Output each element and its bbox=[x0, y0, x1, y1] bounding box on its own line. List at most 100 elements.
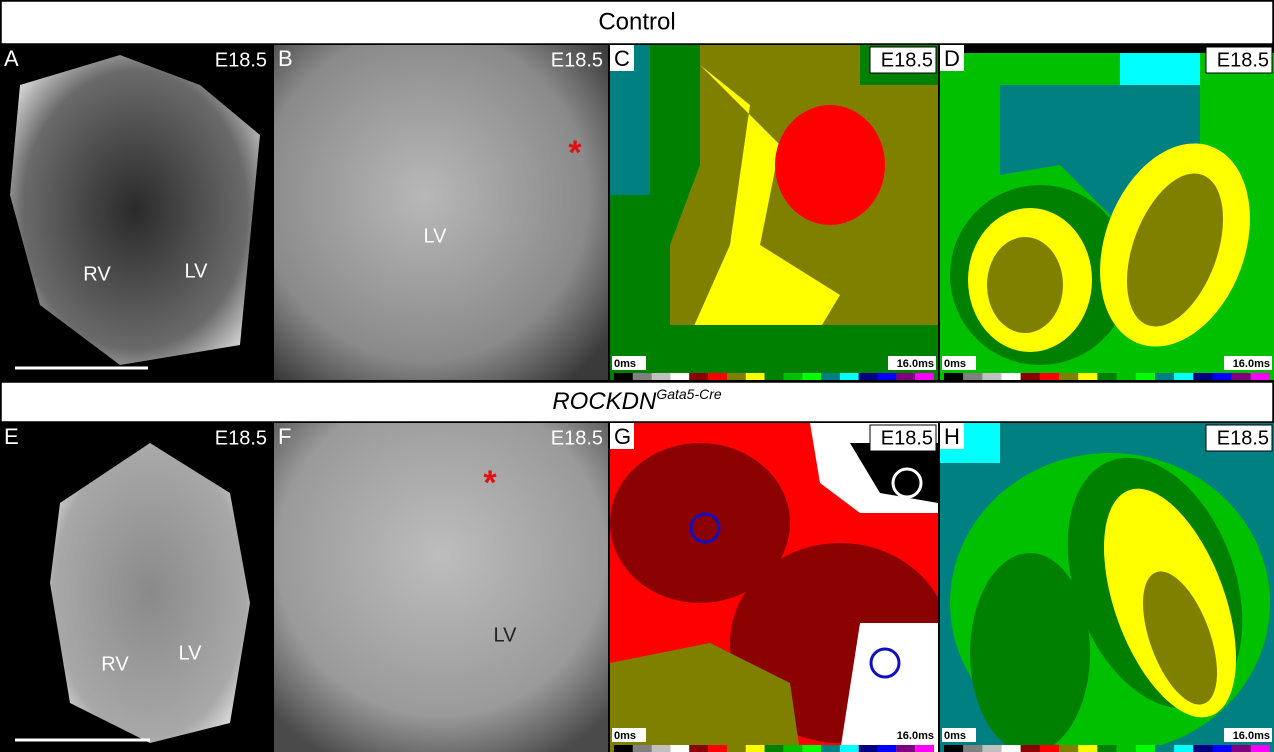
color-scale-cell bbox=[1251, 373, 1270, 380]
chamber-label: LV bbox=[179, 642, 203, 664]
image-bg bbox=[274, 423, 608, 752]
color-scale-cell bbox=[614, 745, 633, 752]
color-scale-cell bbox=[1193, 373, 1212, 380]
color-scale-cell bbox=[963, 745, 982, 752]
color-scale-cell bbox=[708, 745, 727, 752]
color-scale-cell bbox=[783, 373, 802, 380]
color-scale-cell bbox=[670, 745, 689, 752]
color-scale-cell bbox=[727, 745, 746, 752]
color-scale-cell bbox=[915, 745, 934, 752]
color-scale-cell bbox=[1021, 373, 1040, 380]
color-scale-cell bbox=[783, 745, 802, 752]
scale-min-label: 0ms bbox=[944, 730, 966, 742]
color-scale-cell bbox=[1078, 373, 1097, 380]
chamber-label: LV bbox=[494, 624, 518, 646]
color-scale-cell bbox=[802, 373, 821, 380]
color-scale-cell bbox=[915, 373, 934, 380]
stim-marker: * bbox=[483, 464, 497, 502]
color-scale-cell bbox=[1174, 373, 1193, 380]
color-scale-cell bbox=[821, 373, 840, 380]
color-scale-cell bbox=[1059, 373, 1078, 380]
color-scale-cell bbox=[1212, 745, 1231, 752]
header-title: Control bbox=[598, 9, 675, 36]
color-scale-cell bbox=[1117, 745, 1136, 752]
color-scale-cell bbox=[859, 373, 878, 380]
panel: E E18.5 RV LV bbox=[0, 423, 272, 752]
color-scale-cell bbox=[1193, 745, 1212, 752]
scale-max-label: 16.0ms bbox=[1233, 730, 1270, 742]
panel-image bbox=[274, 45, 608, 380]
color-scale-cell bbox=[1040, 373, 1059, 380]
color-scale-cell bbox=[1212, 373, 1231, 380]
scale-min-label: 0ms bbox=[614, 730, 636, 742]
chamber-label: LV bbox=[185, 260, 209, 282]
panel-image bbox=[610, 45, 938, 380]
color-scale-cell bbox=[878, 745, 897, 752]
panel: C E18.5 0ms 16.0ms bbox=[610, 45, 938, 380]
header-superscript: Gata5-Cre bbox=[656, 386, 722, 402]
color-scale-cell bbox=[944, 373, 963, 380]
stage-label: E18.5 bbox=[551, 49, 603, 71]
color-scale-cell bbox=[963, 373, 982, 380]
chamber-label: RV bbox=[101, 653, 129, 675]
color-scale-cell bbox=[1251, 745, 1270, 752]
color-scale-cell bbox=[689, 745, 708, 752]
color-scale-cell bbox=[1097, 745, 1116, 752]
color-scale-cell bbox=[614, 373, 633, 380]
color-scale-cell bbox=[1002, 373, 1021, 380]
color-scale-cell bbox=[840, 373, 859, 380]
color-scale-cell bbox=[765, 373, 784, 380]
panel-image bbox=[0, 45, 272, 380]
color-scale-cell bbox=[1040, 745, 1059, 752]
color-scale-cell bbox=[1059, 745, 1078, 752]
header-title: ROCKDN bbox=[552, 388, 657, 415]
color-scale-cell bbox=[982, 745, 1001, 752]
panel-letter: B bbox=[278, 46, 293, 71]
color-scale-cell bbox=[859, 745, 878, 752]
color-scale-cell bbox=[1117, 373, 1136, 380]
color-scale-cell bbox=[670, 373, 689, 380]
color-scale-cell bbox=[802, 745, 821, 752]
color-scale-cell bbox=[1232, 373, 1251, 380]
color-scale-cell bbox=[1232, 745, 1251, 752]
scale-max-label: 16.0ms bbox=[1233, 358, 1270, 370]
panel: BE18.5LV* bbox=[274, 45, 608, 380]
color-scale-cell bbox=[840, 745, 859, 752]
panel: F E18.5 LV * bbox=[274, 423, 608, 752]
color-scale-cell bbox=[878, 373, 897, 380]
color-scale-cell bbox=[689, 373, 708, 380]
color-scale-cell bbox=[896, 745, 915, 752]
color-scale-cell bbox=[708, 373, 727, 380]
stim-marker: * bbox=[568, 134, 582, 172]
color-scale-cell bbox=[896, 373, 915, 380]
color-scale-cell bbox=[746, 745, 765, 752]
panel-letter: D bbox=[944, 46, 960, 71]
color-scale-cell bbox=[982, 373, 1001, 380]
color-scale-cell bbox=[652, 745, 671, 752]
map-region bbox=[775, 105, 885, 225]
scale-max-label: 16.0ms bbox=[897, 730, 934, 742]
stage-label: E18.5 bbox=[881, 49, 933, 71]
color-scale-cell bbox=[1078, 745, 1097, 752]
panel-letter: G bbox=[614, 424, 631, 449]
stage-label: E18.5 bbox=[551, 427, 603, 449]
color-scale-cell bbox=[1155, 745, 1174, 752]
stage-label: E18.5 bbox=[215, 427, 267, 449]
color-scale-cell bbox=[1021, 745, 1040, 752]
color-scale-cell bbox=[652, 373, 671, 380]
color-scale-cell bbox=[1155, 373, 1174, 380]
scale-max-label: 16.0ms bbox=[897, 358, 934, 370]
panel-letter: H bbox=[944, 424, 960, 449]
panel-letter: C bbox=[614, 46, 630, 71]
color-scale-cell bbox=[1097, 373, 1116, 380]
panel-image bbox=[610, 423, 950, 752]
scale-min-label: 0ms bbox=[614, 358, 636, 370]
panel-letter: F bbox=[278, 424, 291, 449]
panel-letter: A bbox=[4, 46, 19, 71]
figure: ControlAE18.5RVLVBE18.5LV*CE18.50ms16.0m… bbox=[0, 0, 1274, 752]
stage-label: E18.5 bbox=[1217, 49, 1269, 71]
panel-letter: E bbox=[4, 424, 19, 449]
color-scale-cell bbox=[746, 373, 765, 380]
color-scale-cell bbox=[1002, 745, 1021, 752]
